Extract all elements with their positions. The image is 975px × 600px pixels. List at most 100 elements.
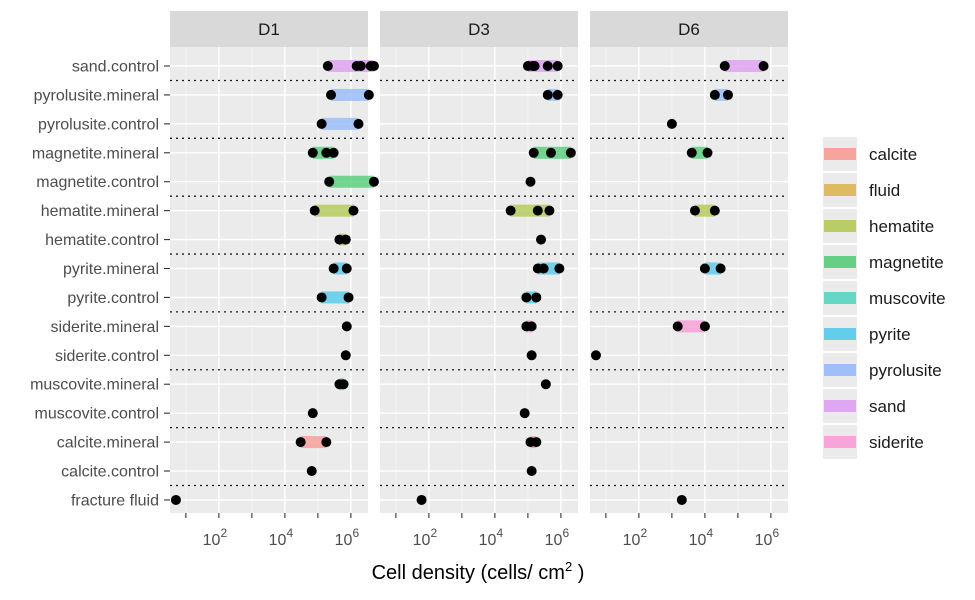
- legend-swatch: [824, 220, 856, 232]
- legend-item-pyrite: pyrite: [823, 317, 911, 351]
- data-point-muscovite-control: [519, 408, 530, 419]
- y-tick-label-magnetite-control: magnetite.control: [36, 174, 159, 191]
- data-point-pyrolusite-mineral: [709, 89, 720, 100]
- y-tick-label-pyrolusite-mineral: pyrolusite.mineral: [34, 87, 159, 104]
- range-bar-hematite-mineral: [510, 204, 550, 217]
- panel-strip-label: D3: [468, 20, 490, 39]
- data-point-hematite-mineral: [532, 205, 543, 216]
- data-point-magnetite-mineral: [565, 147, 576, 158]
- data-point-siderite-mineral: [341, 321, 352, 332]
- y-tick-label-calcite-mineral: calcite.mineral: [57, 435, 159, 452]
- data-point-pyrolusite-mineral: [363, 89, 374, 100]
- y-tick-label-magnetite-mineral: magnetite.mineral: [32, 145, 159, 162]
- x-axis-title-superscript: 2: [565, 559, 572, 574]
- legend-label: hematite: [869, 217, 934, 236]
- x-tick-label: 104: [689, 526, 714, 549]
- data-point-magnetite-mineral: [545, 147, 556, 158]
- panel-strip-label: D6: [678, 20, 700, 39]
- panel-background: [170, 47, 368, 513]
- data-point-pyrite-mineral: [699, 263, 710, 274]
- legend-item-hematite: hematite: [823, 209, 934, 243]
- legend-item-magnetite: magnetite: [823, 245, 944, 279]
- data-point-magnetite-mineral: [307, 147, 318, 158]
- data-point-fracture-fluid: [676, 494, 687, 505]
- legend: calcite fluid hematite magnetite muscovite py…: [823, 137, 946, 459]
- data-point-pyrolusite-control: [353, 118, 364, 129]
- panel-strip-d3: [380, 11, 578, 47]
- legend-item-muscovite: muscovite: [823, 281, 946, 315]
- data-point-pyrite-control: [531, 292, 542, 303]
- legend-swatch: [824, 328, 856, 340]
- data-point-magnetite-mineral: [321, 147, 332, 158]
- x-tick-label: 104: [269, 526, 294, 549]
- y-tick-label-hematite-mineral: hematite.mineral: [41, 203, 159, 220]
- y-tick-label-pyrite-mineral: pyrite.mineral: [63, 261, 159, 278]
- data-point-sand-control: [322, 61, 333, 71]
- data-point-pyrite-mineral: [715, 263, 726, 274]
- data-point-magnetite-mineral: [702, 147, 713, 158]
- range-bar-pyrolusite-control: [321, 117, 359, 130]
- data-point-calcite-control: [306, 466, 317, 477]
- data-point-hematite-mineral: [689, 205, 700, 216]
- data-point-calcite-mineral: [321, 437, 332, 448]
- x-tick-label: 106: [545, 526, 570, 549]
- x-axis-title-text: Cell density (cells/ cm: [372, 562, 565, 584]
- legend-item-siderite: siderite: [823, 425, 924, 459]
- data-point-pyrite-mineral: [538, 263, 549, 274]
- data-point-magnetite-mineral: [528, 147, 539, 158]
- panel-d1: D1 102 104 106: [170, 11, 379, 549]
- data-point-pyrolusite-mineral: [326, 89, 337, 100]
- data-point-hematite-mineral: [544, 205, 555, 216]
- y-tick-label-sand-control: sand.control: [72, 59, 159, 76]
- data-point-fracture-fluid: [170, 494, 181, 505]
- y-tick-label-siderite-control: siderite.control: [55, 348, 159, 365]
- legend-item-calcite: calcite: [823, 137, 917, 171]
- panel-strip-label: D1: [258, 20, 280, 39]
- data-point-hematite-mineral: [505, 205, 516, 216]
- data-point-muscovite-mineral: [338, 379, 349, 390]
- legend-label: calcite: [869, 145, 917, 164]
- y-tick-label-fracture-fluid: fracture fluid: [71, 492, 159, 509]
- data-point-calcite-control: [526, 466, 537, 477]
- data-point-pyrolusite-mineral: [542, 89, 553, 100]
- legend-swatch: [824, 292, 856, 304]
- data-point-pyrite-control: [343, 292, 354, 303]
- panel-d6: D6 102 104 106: [590, 11, 788, 549]
- data-point-pyrite-control: [316, 292, 327, 303]
- data-point-siderite-mineral: [526, 321, 537, 332]
- data-point-siderite-control: [526, 350, 537, 361]
- x-axis-title-suffix: ): [572, 562, 584, 584]
- panel-d3: D3 102 104 106: [380, 11, 578, 549]
- legend-swatch: [824, 256, 856, 268]
- data-point-sand-control: [552, 61, 563, 71]
- legend-swatch: [824, 436, 856, 448]
- data-point-pyrolusite-mineral: [722, 89, 733, 100]
- panel-background: [590, 47, 788, 513]
- data-point-hematite-control: [536, 234, 547, 245]
- panel-strip-d6: [590, 11, 788, 47]
- y-tick-label-pyrite-control: pyrite.control: [67, 290, 159, 307]
- y-tick-label-hematite-control: hematite.control: [45, 232, 159, 249]
- range-bar-magnetite-control: [329, 175, 374, 188]
- range-bar-hematite-mineral: [314, 204, 354, 217]
- x-tick-label: 102: [413, 526, 438, 549]
- data-point-muscovite-mineral: [540, 379, 551, 390]
- legend-swatch: [824, 184, 856, 196]
- legend-item-pyrolusite: pyrolusite: [823, 353, 942, 387]
- range-bar-pyrite-control: [321, 291, 349, 304]
- data-point-pyrite-mineral: [554, 263, 565, 274]
- data-point-calcite-mineral: [295, 437, 306, 448]
- range-bar-siderite-mineral: [677, 320, 705, 333]
- data-point-sand-control: [355, 61, 366, 71]
- data-point-sand-control: [719, 61, 730, 71]
- data-point-siderite-control: [340, 350, 351, 361]
- data-point-hematite-mineral: [709, 205, 720, 216]
- y-tick-label-calcite-control: calcite.control: [61, 464, 159, 481]
- data-point-magnetite-control: [368, 176, 379, 187]
- data-point-siderite-control: [590, 350, 601, 361]
- range-bar-hematite-mineral: [694, 204, 715, 217]
- data-point-hematite-mineral: [309, 205, 320, 216]
- x-tick-label: 106: [335, 526, 360, 549]
- data-point-siderite-mineral: [699, 321, 710, 332]
- legend-swatch: [824, 148, 856, 160]
